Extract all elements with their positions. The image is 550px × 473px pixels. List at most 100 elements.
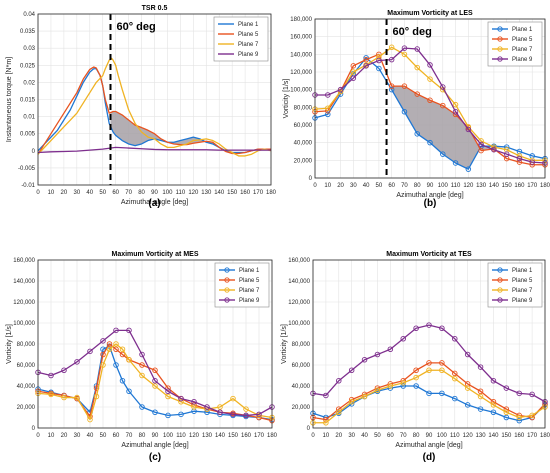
x-tick-label: 100: [437, 433, 448, 439]
legend-marker: [497, 267, 503, 273]
x-tick-label: 100: [438, 183, 449, 189]
x-tick-label: 120: [189, 433, 200, 439]
x-tick-label: 80: [138, 190, 145, 196]
x-tick-label: 110: [451, 183, 461, 189]
axes-box: [312, 259, 546, 429]
x-tick-label: 180: [540, 183, 550, 189]
x-tick-label: 20: [335, 433, 342, 439]
data-point: [388, 56, 395, 63]
legend-label: Plane 9: [239, 298, 260, 304]
data-point: [452, 160, 459, 166]
x-tick-label: 160: [514, 433, 525, 439]
x-tick-label: 140: [488, 433, 499, 439]
panel-label: (d): [423, 452, 436, 463]
x-tick-label: 60: [112, 190, 119, 196]
axes-box: [37, 13, 272, 186]
x-axis-label: Azimuthal angle [deg]: [121, 199, 188, 206]
x-tick-label: 50: [374, 433, 381, 439]
data-point: [139, 362, 145, 368]
data-point: [478, 141, 484, 148]
data-point: [490, 409, 497, 416]
y-tick-label: 160,000: [288, 258, 310, 264]
x-tick-label: 110: [176, 190, 186, 196]
data-point: [100, 362, 106, 368]
legend-label: Plane 7: [512, 288, 533, 294]
data-point: [113, 346, 119, 353]
data-point: [139, 404, 145, 410]
data-point: [413, 383, 419, 389]
data-point: [426, 367, 432, 374]
legend: Plane 1 Plane 5 Plane 7 Plane 9: [487, 262, 543, 308]
x-tick-label: 40: [361, 433, 368, 439]
x-tick-label: 60: [388, 183, 395, 189]
data-point: [100, 346, 106, 353]
data-point: [387, 383, 394, 389]
data-point: [139, 351, 145, 358]
data-point: [350, 63, 357, 69]
data-point: [413, 374, 419, 381]
data-point: [323, 416, 329, 423]
data-point: [325, 105, 331, 111]
legend-marker: [224, 287, 230, 293]
legend-label: Plane 5: [512, 278, 533, 284]
x-tick-label: 30: [74, 433, 81, 439]
x-tick-label: 130: [476, 433, 487, 439]
data-point: [529, 391, 535, 398]
data-point: [350, 75, 357, 81]
x-tick-label: 70: [125, 190, 132, 196]
series-line-plane-1: [37, 68, 271, 154]
series-line-plane-9: [37, 329, 273, 417]
data-point: [74, 394, 80, 401]
x-tick-label: 170: [254, 433, 265, 439]
data-point: [440, 102, 446, 109]
chart-title: Maximum Vorticity at MES: [111, 251, 198, 258]
data-point: [336, 409, 342, 416]
data-point: [401, 51, 408, 58]
data-point: [503, 414, 510, 421]
x-tick-label: 140: [214, 190, 225, 196]
data-point: [204, 409, 210, 416]
legend-marker: [224, 267, 230, 273]
y-tick-label: 60,000: [294, 123, 313, 129]
data-point: [478, 147, 484, 154]
y-tick-label: 80,000: [292, 342, 311, 348]
data-point: [387, 346, 394, 353]
x-tick-label: 20: [337, 183, 344, 189]
data-point: [178, 399, 184, 405]
data-point: [325, 111, 331, 118]
data-point: [230, 411, 236, 418]
x-tick-label: 150: [228, 433, 239, 439]
data-point: [376, 65, 382, 72]
data-point: [413, 367, 419, 374]
x-tick-label: 150: [501, 433, 512, 439]
x-tick-label: 30: [350, 183, 357, 189]
x-tick-label: 60: [387, 433, 394, 439]
data-point: [452, 395, 458, 402]
data-point: [348, 367, 355, 374]
data-point: [503, 406, 510, 412]
data-point: [374, 351, 381, 358]
x-tick-label: 110: [450, 433, 460, 439]
x-tick-label: 70: [400, 433, 407, 439]
data-point: [126, 357, 132, 363]
y-tick-label: 120,000: [13, 300, 35, 306]
y-tick-label: 0: [32, 149, 36, 155]
y-tick-label: 20,000: [294, 158, 313, 164]
data-point: [126, 327, 132, 334]
data-point: [388, 86, 395, 93]
y-tick-label: 40,000: [292, 384, 311, 390]
x-tick-label: 170: [527, 433, 538, 439]
series-line-plane-5: [37, 66, 271, 155]
data-point: [426, 360, 432, 366]
annotation-label: 60° deg: [116, 21, 155, 33]
legend-marker: [497, 26, 503, 32]
data-point: [529, 159, 535, 165]
data-point: [388, 44, 395, 51]
y-axis-label: Instantaneous torque [N*m]: [6, 57, 13, 142]
x-tick-label: 100: [162, 190, 173, 196]
legend-marker: [497, 36, 503, 42]
data-point: [427, 76, 433, 82]
data-point: [152, 367, 158, 374]
